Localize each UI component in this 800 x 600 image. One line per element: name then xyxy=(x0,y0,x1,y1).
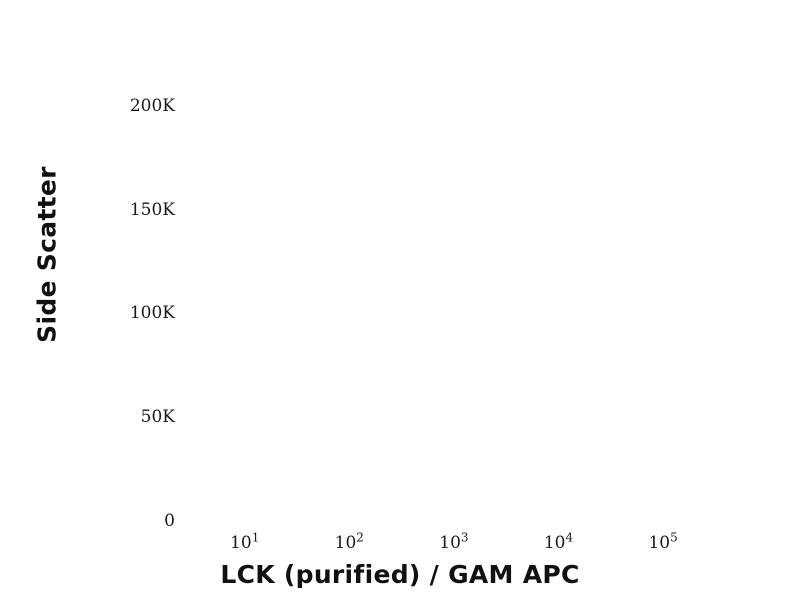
x-tick-label: 105 xyxy=(648,530,678,553)
x-tick-label: 101 xyxy=(230,530,260,553)
x-axis-title: LCK (purified) / GAM APC xyxy=(220,560,580,589)
x-tick-exponent: 5 xyxy=(670,530,678,545)
y-axis-title: Side Scatter xyxy=(32,166,62,343)
x-tick-mantissa: 10 xyxy=(334,533,357,553)
x-tick-label: 102 xyxy=(334,530,364,553)
y-tick-label: 0 xyxy=(164,511,175,531)
x-tick-mantissa: 10 xyxy=(230,533,252,553)
x-tick-label: 103 xyxy=(439,530,469,553)
x-tick-exponent: 3 xyxy=(460,530,469,545)
x-tick-exponent: 1 xyxy=(251,530,260,545)
x-tick-mantissa: 10 xyxy=(648,533,671,553)
y-tick-label: 200K xyxy=(129,95,175,116)
x-tick-exponent: 2 xyxy=(356,530,364,545)
y-tick-label: 150K xyxy=(129,199,175,220)
y-tick-label: 100K xyxy=(129,303,175,324)
x-tick-mantissa: 10 xyxy=(543,533,566,553)
y-tick-label: 50K xyxy=(140,407,175,428)
x-tick-exponent: 4 xyxy=(565,530,574,545)
x-tick-label: 104 xyxy=(543,530,574,553)
x-tick-mantissa: 10 xyxy=(439,533,461,553)
